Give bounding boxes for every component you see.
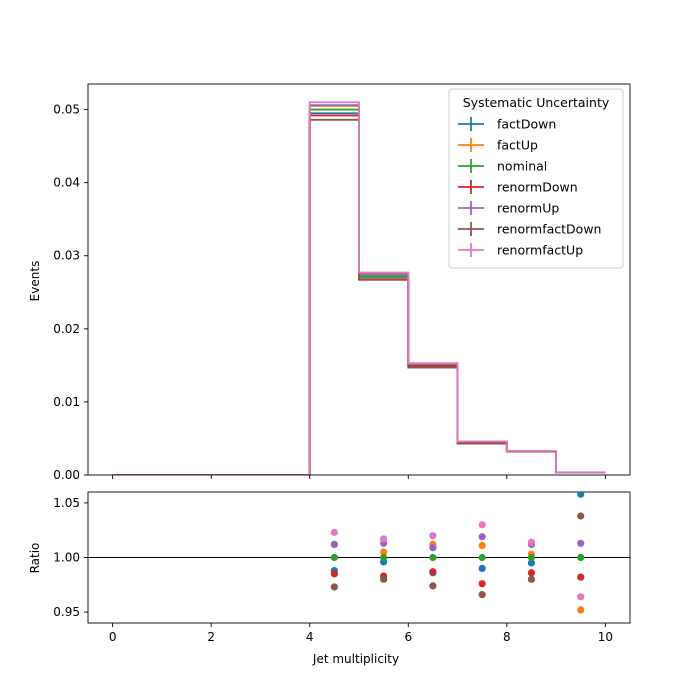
legend-entry-renormUp: renormUp — [497, 201, 559, 216]
ratio-point-renormfactDown — [478, 591, 486, 599]
ratio-point-nominal — [478, 553, 486, 562]
main-axes-frame — [87, 83, 631, 476]
x-axis-label: Jet multiplicity — [312, 652, 399, 666]
ratio-point-renormUp — [478, 533, 486, 541]
main-y-tick-label: 0.05 — [53, 103, 80, 117]
ratio-point-nominal — [380, 553, 388, 562]
ratio-point-renormDown — [478, 580, 486, 588]
x-tick-label: 0 — [109, 630, 117, 644]
main-panel: 0.00 0.01 0.02 0.03 0.04 0.05 — [53, 83, 631, 482]
ratio-panel: 0.95 1.00 1.05 0 2 4 6 8 10 — [53, 491, 631, 644]
legend-entry-renormfactDown: renormfactDown — [497, 222, 601, 237]
main-y-tick-label: 0.04 — [53, 176, 80, 190]
ratio-point-nominal — [429, 553, 437, 562]
ratio-point-renormDown — [527, 569, 536, 577]
ratio-point-renormfactUp — [478, 521, 486, 529]
ratio-point-renormfactUp — [527, 538, 536, 546]
legend-box — [448, 88, 624, 269]
ratio-point-renormDown — [330, 570, 338, 578]
ratio-point-renormfactDown — [577, 512, 585, 520]
ratio-points — [330, 492, 585, 614]
ratio-point-nominal — [330, 553, 338, 562]
ratio-point-renormfactUp — [577, 593, 585, 601]
ratio-y-axis-label: Ratio — [28, 543, 42, 574]
legend-entry-renormDown: renormDown — [497, 180, 578, 195]
ratio-point-renormfactUp — [429, 532, 437, 540]
histogram-renormfactUp — [112, 101, 606, 475]
ratio-point-nominal — [577, 553, 585, 562]
x-tick-label: 10 — [598, 630, 613, 644]
legend-title: Systematic Uncertainty — [463, 95, 610, 110]
ratio-y-tick-label: 1.00 — [53, 551, 80, 565]
ratio-point-factUp — [478, 541, 486, 550]
histogram-steps — [112, 101, 606, 475]
main-y-tick-label: 0.02 — [53, 322, 80, 336]
ratio-point-renormUp — [330, 540, 338, 549]
x-tick-label: 6 — [404, 630, 412, 644]
legend-entry-nominal: nominal — [497, 159, 547, 174]
legend-entry-renormfactUp: renormfactUp — [497, 243, 583, 258]
ratio-point-renormfactDown — [330, 583, 338, 591]
legend-entry-factDown: factDown — [497, 117, 556, 132]
ratio-y-tick-label: 0.95 — [53, 605, 80, 619]
ratio-point-factDown — [478, 564, 486, 573]
legend-entry-factUp: factUp — [497, 138, 538, 153]
ratio-point-factDown — [527, 559, 536, 567]
main-y-tick-label: 0.00 — [53, 468, 80, 482]
main-y-tick-label: 0.01 — [53, 395, 80, 409]
ratio-point-factUp — [577, 606, 585, 614]
ratio-point-renormfactUp — [330, 528, 338, 536]
legend: Systematic Uncertainty factDown factUp nomi… — [448, 88, 624, 269]
ratio-point-renormDown — [429, 568, 437, 576]
ratio-point-renormDown — [577, 573, 585, 581]
ratio-point-renormfactDown — [380, 575, 388, 583]
ratio-point-renormfactUp — [380, 535, 388, 543]
x-tick-label: 2 — [207, 630, 215, 644]
ratio-point-renormfactDown — [429, 582, 437, 590]
ratio-point-renormUp — [577, 539, 585, 547]
main-y-axis-label: Events — [28, 261, 42, 302]
x-tick-label: 4 — [306, 630, 314, 644]
ratio-point-renormUp — [429, 544, 437, 552]
ratio-y-tick-label: 1.05 — [53, 496, 80, 510]
ratio-point-factDown — [577, 492, 585, 498]
x-tick-label: 8 — [503, 630, 511, 644]
ratio-point-factUp — [380, 548, 388, 556]
main-y-tick-label: 0.03 — [53, 249, 80, 263]
ratio-point-nominal — [527, 553, 536, 562]
ratio-point-renormfactDown — [527, 575, 536, 583]
